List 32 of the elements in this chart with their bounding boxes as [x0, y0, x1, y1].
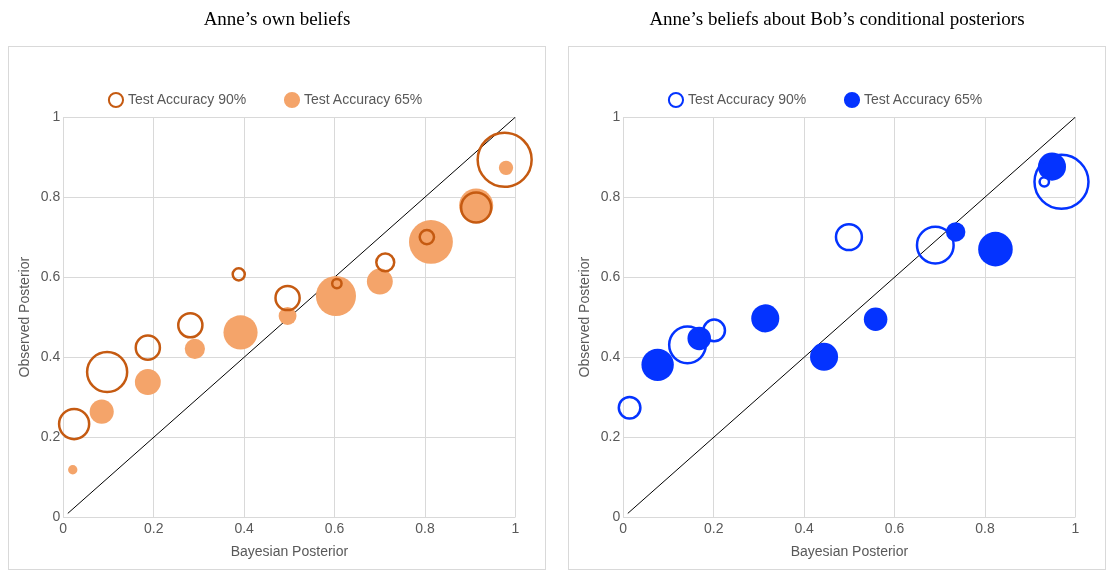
y-tick-label: 0.4: [40, 348, 61, 365]
y-axis-title: Observed Posterior: [16, 256, 33, 378]
x-tick-label: 0.8: [415, 519, 435, 536]
x-axis-title: Bayesian Posterior: [230, 543, 349, 560]
legend-label: Test Accuracy 65%: [864, 90, 983, 107]
x-tick-label: 0.6: [324, 519, 345, 536]
legend-label: Test Accuracy 90%: [687, 90, 807, 107]
x-tick-label: 0.2: [143, 519, 164, 536]
y-tick-label: 0: [52, 508, 61, 525]
x-tick-label: 0.6: [884, 519, 905, 536]
x-tick-label: 1: [1071, 519, 1080, 536]
y-tick-label: 1: [52, 107, 61, 124]
y-tick-label: 0: [612, 508, 621, 525]
x-tick-label: 1: [511, 519, 520, 536]
x-tick-label: 0.8: [975, 519, 995, 536]
y-tick-label: 0.8: [40, 187, 61, 204]
y-tick-label: 0.8: [600, 187, 621, 204]
x-axis-title: Bayesian Posterior: [790, 543, 909, 560]
legend-label: Test Accuracy 90%: [127, 90, 247, 107]
y-axis-title: Observed Posterior: [576, 256, 593, 378]
y-tick-label: 0.2: [40, 428, 61, 445]
x-tick-label: 0.4: [234, 519, 255, 536]
y-tick-label: 0.4: [600, 348, 621, 365]
x-tick-label: 0.2: [703, 519, 724, 536]
chart-title: Anne’s own beliefs: [203, 8, 351, 31]
y-tick-label: 0.2: [600, 428, 621, 445]
legend-label: Test Accuracy 65%: [304, 90, 423, 107]
y-tick-label: 0.6: [600, 268, 621, 285]
x-tick-label: 0.4: [794, 519, 815, 536]
y-tick-label: 1: [612, 107, 621, 124]
y-tick-label: 0.6: [40, 268, 61, 285]
chart-title: Anne’s beliefs about Bob’s conditional posteriors: [649, 8, 1025, 31]
